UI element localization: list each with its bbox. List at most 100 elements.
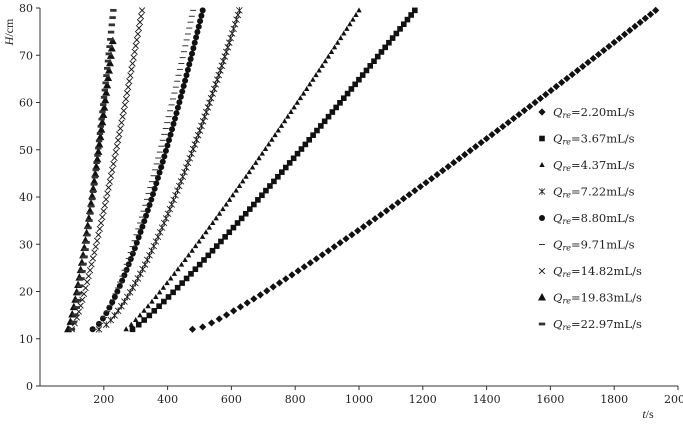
data-point <box>636 18 644 26</box>
x-tick-label: 2000 <box>664 393 683 406</box>
data-point <box>192 243 199 249</box>
data-point <box>79 269 86 273</box>
data-point <box>242 210 249 217</box>
data-point <box>269 283 277 291</box>
data-point <box>207 94 215 102</box>
data-point <box>113 143 121 150</box>
data-point <box>228 30 236 37</box>
data-point <box>520 106 528 115</box>
data-point <box>298 146 305 152</box>
data-point <box>159 158 166 165</box>
series-6 <box>68 7 146 333</box>
legend-label: Qre=8.80mL/s <box>553 211 635 226</box>
data-point <box>198 122 205 130</box>
data-point <box>144 207 151 214</box>
data-point <box>99 315 106 322</box>
data-point <box>127 72 134 79</box>
data-point <box>101 95 110 104</box>
data-point <box>109 166 116 173</box>
data-point <box>165 294 172 300</box>
legend-marker <box>538 188 546 195</box>
data-point <box>209 247 216 254</box>
data-point <box>215 315 223 323</box>
data-point <box>230 25 237 33</box>
data-point <box>552 82 560 91</box>
data-point <box>133 239 140 246</box>
data-point <box>620 30 629 39</box>
data-point <box>98 117 105 121</box>
data-point <box>303 85 310 91</box>
data-point <box>160 284 167 290</box>
data-point <box>290 155 297 162</box>
data-point <box>183 72 190 79</box>
data-point <box>170 289 176 296</box>
data-point <box>330 243 338 251</box>
x-tick-label: 1800 <box>600 393 628 406</box>
data-point <box>104 190 111 197</box>
data-point <box>148 196 155 203</box>
data-point <box>236 303 245 311</box>
data-point <box>96 132 104 135</box>
data-point <box>411 187 419 195</box>
data-point <box>95 146 102 150</box>
data-point <box>104 59 112 63</box>
data-point <box>341 30 347 36</box>
data-point <box>123 89 131 97</box>
data-point <box>104 66 111 70</box>
data-point <box>137 312 143 318</box>
data-point <box>256 155 262 161</box>
data-point <box>477 139 485 147</box>
legend-label: Qre=22.97mL/s <box>553 317 642 332</box>
legend-label: Qre=3.67mL/s <box>553 132 635 147</box>
data-point <box>158 164 165 171</box>
data-point <box>85 273 92 280</box>
data-point <box>90 176 99 185</box>
data-point <box>325 53 332 59</box>
data-point <box>363 67 370 74</box>
data-point <box>103 74 110 77</box>
data-point <box>109 299 116 306</box>
data-point <box>126 78 133 85</box>
data-point <box>119 113 126 120</box>
data-point <box>145 303 151 309</box>
data-point <box>175 266 181 272</box>
data-point <box>371 58 377 65</box>
data-point <box>102 196 110 203</box>
data-point <box>88 204 95 208</box>
data-point <box>275 127 281 133</box>
legend-label: Qre=7.22mL/s <box>553 185 635 200</box>
data-point <box>499 122 507 131</box>
data-point <box>107 30 115 34</box>
data-point <box>568 70 576 79</box>
data-point <box>246 169 252 175</box>
data-point <box>378 49 385 55</box>
data-point <box>333 104 339 111</box>
data-point <box>558 78 566 87</box>
data-point <box>227 34 234 42</box>
data-point <box>377 211 385 219</box>
data-point <box>107 172 115 179</box>
data-point <box>482 134 491 143</box>
data-point <box>68 327 76 331</box>
data-point <box>114 288 121 295</box>
data-point <box>356 7 362 13</box>
data-point <box>291 104 297 110</box>
data-point <box>78 277 85 280</box>
data-point <box>412 7 418 14</box>
data-point <box>226 196 233 202</box>
data-point <box>285 113 291 119</box>
data-point <box>131 48 138 55</box>
data-point <box>318 251 326 259</box>
data-point <box>105 66 114 74</box>
data-point <box>97 219 105 227</box>
series-7 <box>64 36 117 333</box>
data-point <box>196 261 203 268</box>
data-point <box>151 308 158 314</box>
data-point <box>310 132 316 138</box>
legend-marker <box>538 267 546 275</box>
data-point <box>220 57 227 65</box>
data-point <box>344 90 351 97</box>
data-point <box>278 122 285 128</box>
data-point <box>94 153 101 157</box>
data-point <box>243 299 251 307</box>
